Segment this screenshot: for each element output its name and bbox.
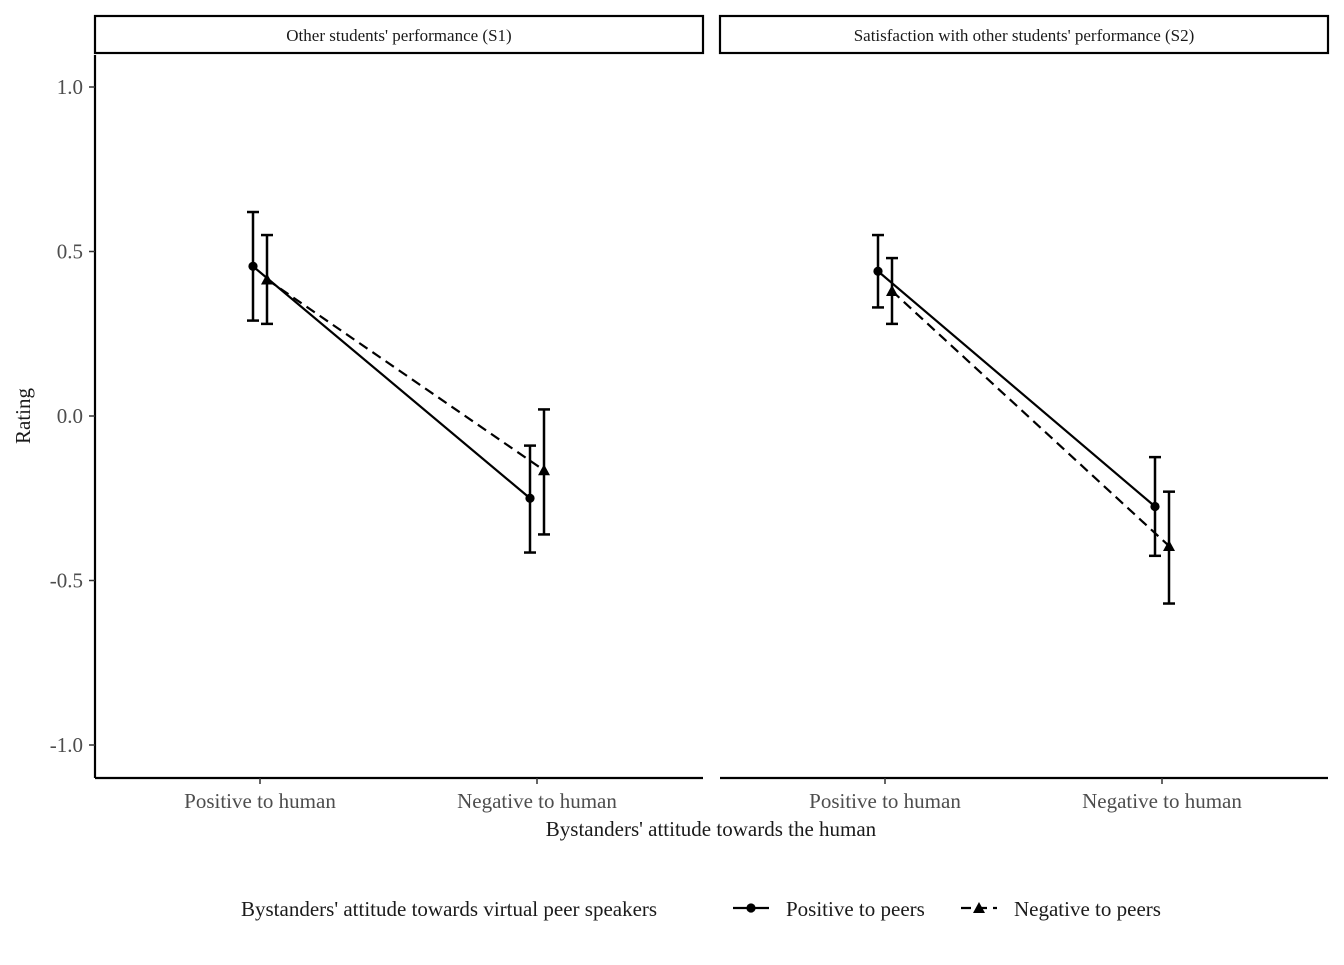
data-point-triangle (538, 464, 550, 476)
data-point-circle (525, 493, 535, 503)
y-tick-label: 0.5 (57, 240, 83, 264)
y-axis-title: Rating (11, 388, 35, 444)
panel-1: Other students' performance (S1) 1.0 0.5 0.… (50, 14, 705, 813)
data-point-circle (248, 261, 258, 271)
data-point-triangle (886, 284, 898, 296)
strip-box (93, 14, 705, 55)
y-tick-label: -1.0 (50, 733, 83, 757)
x-tick-label: Positive to human (184, 789, 336, 813)
legend-key-circle (746, 903, 756, 913)
strip-label: Other students' performance (S1) (286, 26, 511, 45)
series-line-positive-to-peers (252, 265, 531, 500)
data-point-circle (873, 266, 883, 276)
panel-2: Satisfaction with other students' perfor… (718, 14, 1330, 813)
legend-key-triangle (973, 902, 985, 913)
x-tick-label: Positive to human (809, 789, 961, 813)
series-line-negative-to-peers (266, 278, 545, 472)
x-tick-label: Negative to human (457, 789, 617, 813)
data-point-triangle (1163, 539, 1175, 551)
strip-box (718, 14, 1330, 55)
y-tick-label: 1.0 (57, 75, 83, 99)
series-line-positive-to-peers (877, 270, 1156, 508)
data-point-circle (1150, 501, 1160, 512)
x-tick-label: Negative to human (1082, 789, 1242, 813)
legend: Bystanders' attitude towards virtual pee… (241, 897, 1161, 921)
legend-title: Bystanders' attitude towards virtual pee… (241, 897, 657, 921)
y-tick-label: -0.5 (50, 569, 83, 593)
x-axis-title: Bystanders' attitude towards the human (546, 817, 877, 841)
legend-label: Negative to peers (1014, 897, 1161, 921)
series-line-negative-to-peers (891, 290, 1170, 547)
data-point-triangle (261, 273, 273, 285)
strip-label: Satisfaction with other students' perfor… (854, 26, 1195, 45)
legend-label: Positive to peers (786, 897, 925, 921)
panels-layer: Other students' performance (S1) 1.0 0.5 0.… (50, 14, 1330, 813)
y-tick-label: 0.0 (57, 404, 83, 428)
